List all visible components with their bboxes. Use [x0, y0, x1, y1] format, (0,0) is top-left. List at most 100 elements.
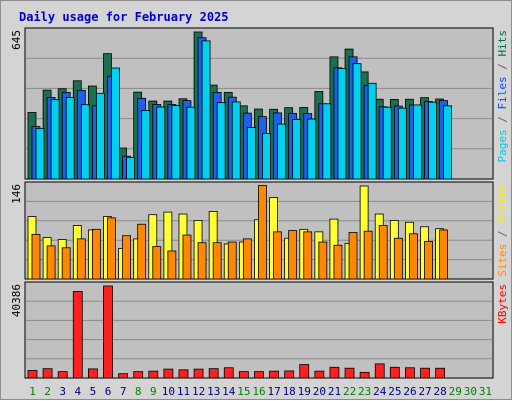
bar-sites-day-11: [182, 234, 192, 280]
bar-pages-day-1: [35, 128, 45, 180]
bar-sites-day-4: [76, 238, 86, 280]
x-tick-label-day-26: 26: [403, 385, 416, 398]
bar-sites-day-23: [363, 230, 373, 280]
bar-sites-day-18: [288, 230, 298, 280]
bar-sites-day-25: [393, 237, 403, 280]
bar-kbytes-day-15: [238, 371, 249, 379]
bar-pages-day-2: [50, 99, 60, 180]
axis-label-kbytes: KBytes: [496, 284, 509, 324]
bar-kbytes-day-14: [223, 367, 234, 379]
x-tick-label-day-17: 17: [267, 385, 280, 398]
x-tick-label-day-8: 8: [135, 385, 142, 398]
bar-kbytes-day-19: [299, 364, 310, 379]
axis-label-part: /: [496, 57, 509, 77]
x-tick-label-day-9: 9: [150, 385, 157, 398]
bar-sites-day-21: [333, 244, 343, 280]
bar-kbytes-day-16: [254, 371, 264, 379]
bar-kbytes-day-12: [193, 368, 204, 379]
axis-max-label-visits-sites: 146: [10, 184, 23, 204]
bar-pages-day-16: [262, 133, 271, 180]
bar-sites-day-28: [439, 229, 449, 280]
bar-sites-day-3: [61, 247, 71, 280]
plot-area-kbytes: [24, 281, 494, 379]
bar-kbytes-day-28: [435, 367, 446, 379]
axis-label-part: /: [496, 110, 509, 130]
x-tick-label-day-15: 15: [237, 385, 250, 398]
x-tick-label-day-12: 12: [192, 385, 205, 398]
x-tick-label-day-25: 25: [388, 385, 401, 398]
x-tick-label-day-16: 16: [252, 385, 265, 398]
bar-sites-day-9: [152, 246, 162, 280]
axis-label-part: Visits: [496, 184, 509, 224]
bar-pages-day-4: [80, 104, 90, 180]
bar-kbytes-day-4: [72, 291, 83, 379]
x-tick-label-day-7: 7: [120, 385, 127, 398]
bar-kbytes-day-27: [420, 367, 430, 379]
axis-label-part: Hits: [496, 30, 509, 57]
bar-kbytes-day-24: [374, 363, 385, 379]
bar-pages-day-9: [156, 106, 166, 180]
x-tick-label-day-2: 2: [44, 385, 51, 398]
bar-pages-day-28: [443, 105, 453, 180]
x-tick-label-day-3: 3: [59, 385, 66, 398]
bar-pages-day-23: [367, 82, 377, 180]
x-tick-label-day-30: 30: [464, 385, 477, 398]
bar-sites-day-1: [31, 234, 41, 280]
bar-kbytes-day-3: [57, 371, 68, 379]
axis-label-part: /: [496, 224, 509, 244]
x-tick-label-day-6: 6: [105, 385, 112, 398]
bar-sites-day-27: [424, 241, 433, 280]
bar-kbytes-day-2: [42, 368, 53, 379]
bar-kbytes-day-26: [405, 367, 415, 379]
bar-kbytes-day-21: [329, 366, 340, 379]
bar-pages-day-5: [95, 92, 105, 180]
x-tick-label-day-5: 5: [90, 385, 97, 398]
x-tick-label-day-23: 23: [358, 385, 371, 398]
bar-sites-day-26: [409, 233, 418, 280]
bar-kbytes-day-10: [163, 368, 174, 379]
bar-kbytes-day-17: [269, 370, 279, 379]
x-tick-label-day-29: 29: [449, 385, 462, 398]
x-tick-label-day-22: 22: [343, 385, 356, 398]
x-tick-label-day-21: 21: [328, 385, 341, 398]
bar-sites-day-2: [46, 245, 56, 280]
bar-kbytes-day-9: [148, 370, 159, 379]
bar-pages-day-3: [65, 97, 75, 180]
bar-kbytes-day-6: [103, 285, 113, 379]
x-tick-label-day-24: 24: [373, 385, 387, 398]
bar-pages-day-27: [428, 101, 437, 180]
bar-pages-day-21: [337, 68, 347, 180]
bar-sites-day-12: [197, 242, 207, 280]
x-tick-label-day-28: 28: [434, 385, 447, 398]
bar-pages-day-20: [322, 103, 332, 180]
bar-pages-day-14: [231, 101, 241, 180]
x-tick-label-day-1: 1: [29, 385, 36, 398]
bar-sites-day-6: [107, 217, 116, 280]
bar-kbytes-day-7: [118, 373, 128, 379]
bar-sites-day-24: [378, 225, 388, 280]
bar-kbytes-day-18: [284, 370, 295, 379]
x-tick-label-day-14: 14: [222, 385, 236, 398]
bar-sites-day-22: [348, 232, 358, 280]
bar-kbytes-day-20: [314, 370, 325, 379]
bar-kbytes-day-25: [389, 366, 400, 379]
bar-pages-day-8: [141, 110, 151, 180]
x-tick-label-day-20: 20: [313, 385, 326, 398]
bar-pages-day-12: [201, 40, 211, 180]
bar-sites-day-17: [273, 231, 282, 280]
bar-kbytes-day-8: [133, 371, 144, 379]
x-tick-label-day-13: 13: [207, 385, 220, 398]
axis-max-label-kbytes: 40386: [10, 284, 23, 317]
x-tick-label-day-31: 31: [479, 385, 492, 398]
bar-pages-day-13: [216, 102, 226, 180]
bar-kbytes-day-5: [87, 368, 98, 379]
bar-kbytes-day-13: [208, 368, 219, 379]
bar-sites-day-7: [122, 235, 131, 280]
axis-max-label-hits-files-pages: 645: [10, 30, 23, 50]
bar-pages-day-7: [126, 156, 135, 180]
bar-sites-day-16: [258, 184, 267, 280]
bar-pages-day-25: [397, 107, 407, 180]
bar-pages-day-6: [111, 67, 120, 180]
